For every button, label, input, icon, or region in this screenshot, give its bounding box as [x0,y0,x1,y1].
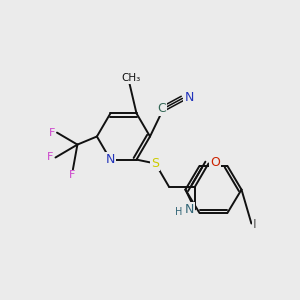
Text: N: N [184,203,194,216]
Text: N: N [106,153,115,166]
Text: N: N [184,91,194,104]
Text: S: S [152,157,159,170]
Text: C: C [158,102,166,115]
Text: F: F [47,152,53,163]
Text: CH₃: CH₃ [122,73,141,83]
Text: H: H [176,207,183,218]
Text: O: O [210,156,220,169]
Text: F: F [69,170,76,181]
Text: F: F [48,128,55,138]
Text: I: I [253,218,257,232]
